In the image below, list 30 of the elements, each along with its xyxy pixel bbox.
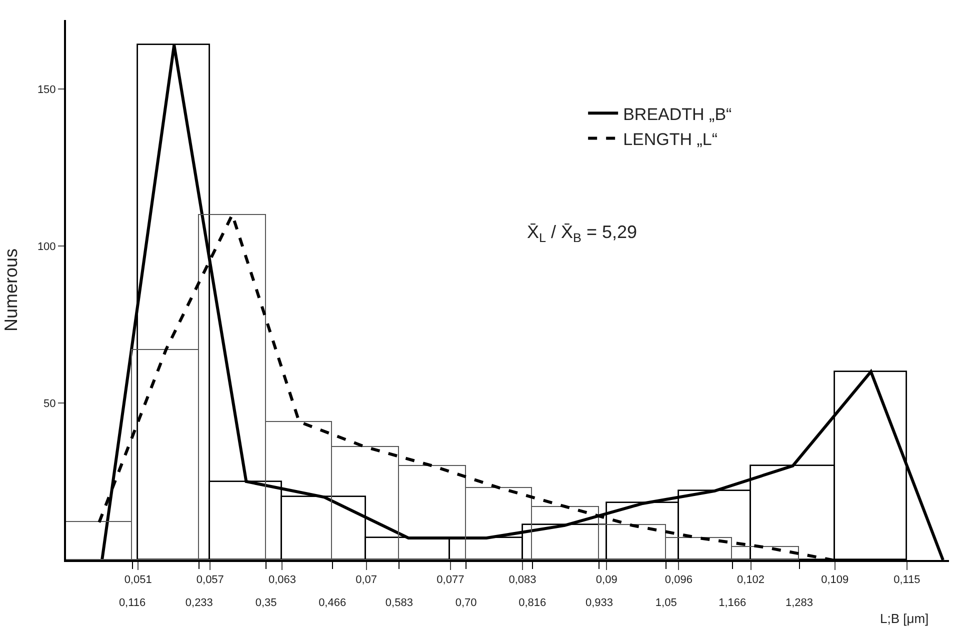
x2-tick-label: 0,466: [318, 597, 346, 610]
x2-tick-label: 0,816: [518, 597, 546, 610]
x-tick-label: 0,102: [737, 574, 765, 586]
x2-tick-label: 0,933: [585, 597, 613, 610]
x-tick-label: 0,09: [596, 574, 618, 586]
x2-tick-label: 1,05: [655, 597, 677, 610]
x-tick-label: 0,063: [268, 574, 296, 586]
x-tick-label: 0,083: [508, 574, 536, 586]
x2-tick-label: 0,233: [185, 597, 213, 610]
x-tick-label: 0,109: [821, 574, 849, 586]
y-tick-label: 150: [37, 84, 56, 96]
x-tick-label: 0,057: [196, 574, 224, 586]
y-axis-title: Numerous: [1, 248, 22, 332]
y-tick-label: 100: [37, 240, 56, 253]
x2-tick-label: 0,35: [255, 597, 277, 610]
x2-tick-label: 1,283: [785, 597, 814, 610]
x-tick-label: 0,051: [124, 574, 152, 586]
x-tick-label: 0,07: [356, 574, 378, 586]
y-tick-label: 50: [44, 398, 56, 410]
x2-tick-label: 1,166: [718, 597, 746, 610]
annotation: X̄$_{L}$ / X̄$_{B}$ = 5,29: [527, 222, 637, 245]
x-tick-label: 0,115: [894, 574, 920, 586]
x-tick-label: 0,077: [436, 574, 464, 586]
x-axis-title: L;B [μm]: [880, 611, 929, 626]
x2-tick-label: 0,116: [118, 597, 146, 610]
x-tick-label: 0,096: [664, 574, 692, 586]
legend-label: LENGTH „L“: [623, 130, 718, 149]
legend-label: BREADTH „B“: [623, 104, 732, 124]
x2-tick-label: 0,70: [455, 597, 477, 610]
x2-tick-label: 0,583: [385, 597, 413, 610]
